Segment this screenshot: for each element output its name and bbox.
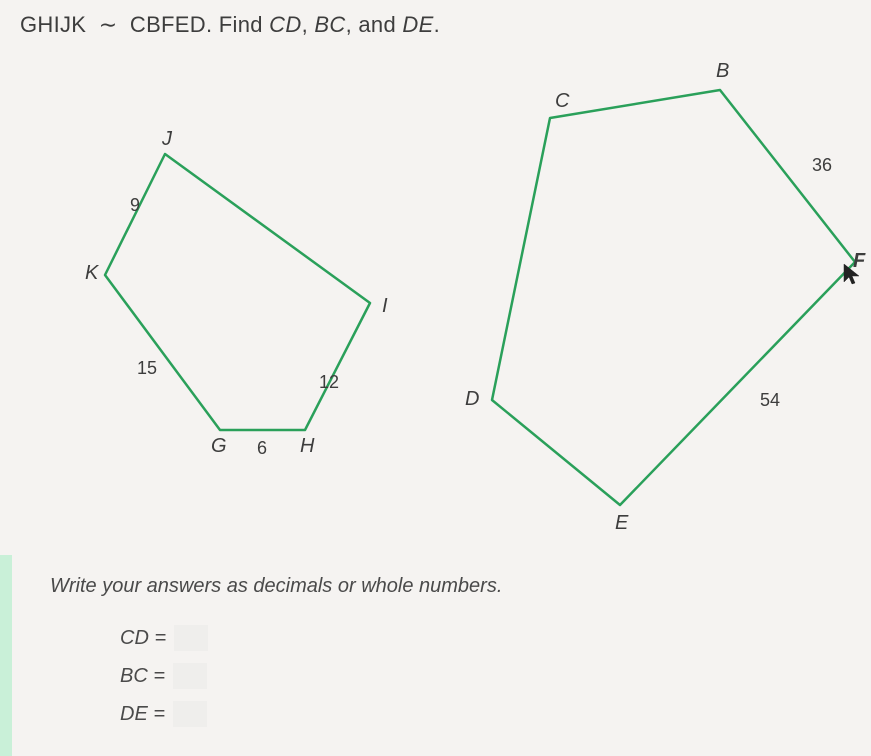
cursor-icon bbox=[842, 262, 862, 286]
answer-cd-label: CD = bbox=[120, 627, 166, 650]
edge-bf-value: 36 bbox=[812, 155, 832, 176]
answer-cd-input[interactable] bbox=[174, 625, 208, 651]
edge-fe-value: 54 bbox=[760, 390, 780, 411]
answer-bc-label: BC = bbox=[120, 665, 165, 688]
page-accent-strip bbox=[0, 555, 12, 756]
answer-de-input[interactable] bbox=[173, 701, 207, 727]
answer-cd-row: CD = bbox=[120, 625, 208, 651]
vertex-c: C bbox=[555, 90, 569, 113]
answer-de-row: DE = bbox=[120, 701, 207, 727]
polygon-cbfed bbox=[0, 0, 871, 560]
answer-bc-input[interactable] bbox=[173, 663, 207, 689]
instruction-text: Write your answers as decimals or whole … bbox=[50, 575, 502, 598]
vertex-b: B bbox=[716, 60, 729, 83]
answer-bc-row: BC = bbox=[120, 663, 207, 689]
polygon-cbfed-shape bbox=[492, 90, 855, 505]
vertex-d: D bbox=[465, 388, 479, 411]
answer-de-label: DE = bbox=[120, 703, 165, 726]
vertex-e: E bbox=[615, 512, 628, 535]
